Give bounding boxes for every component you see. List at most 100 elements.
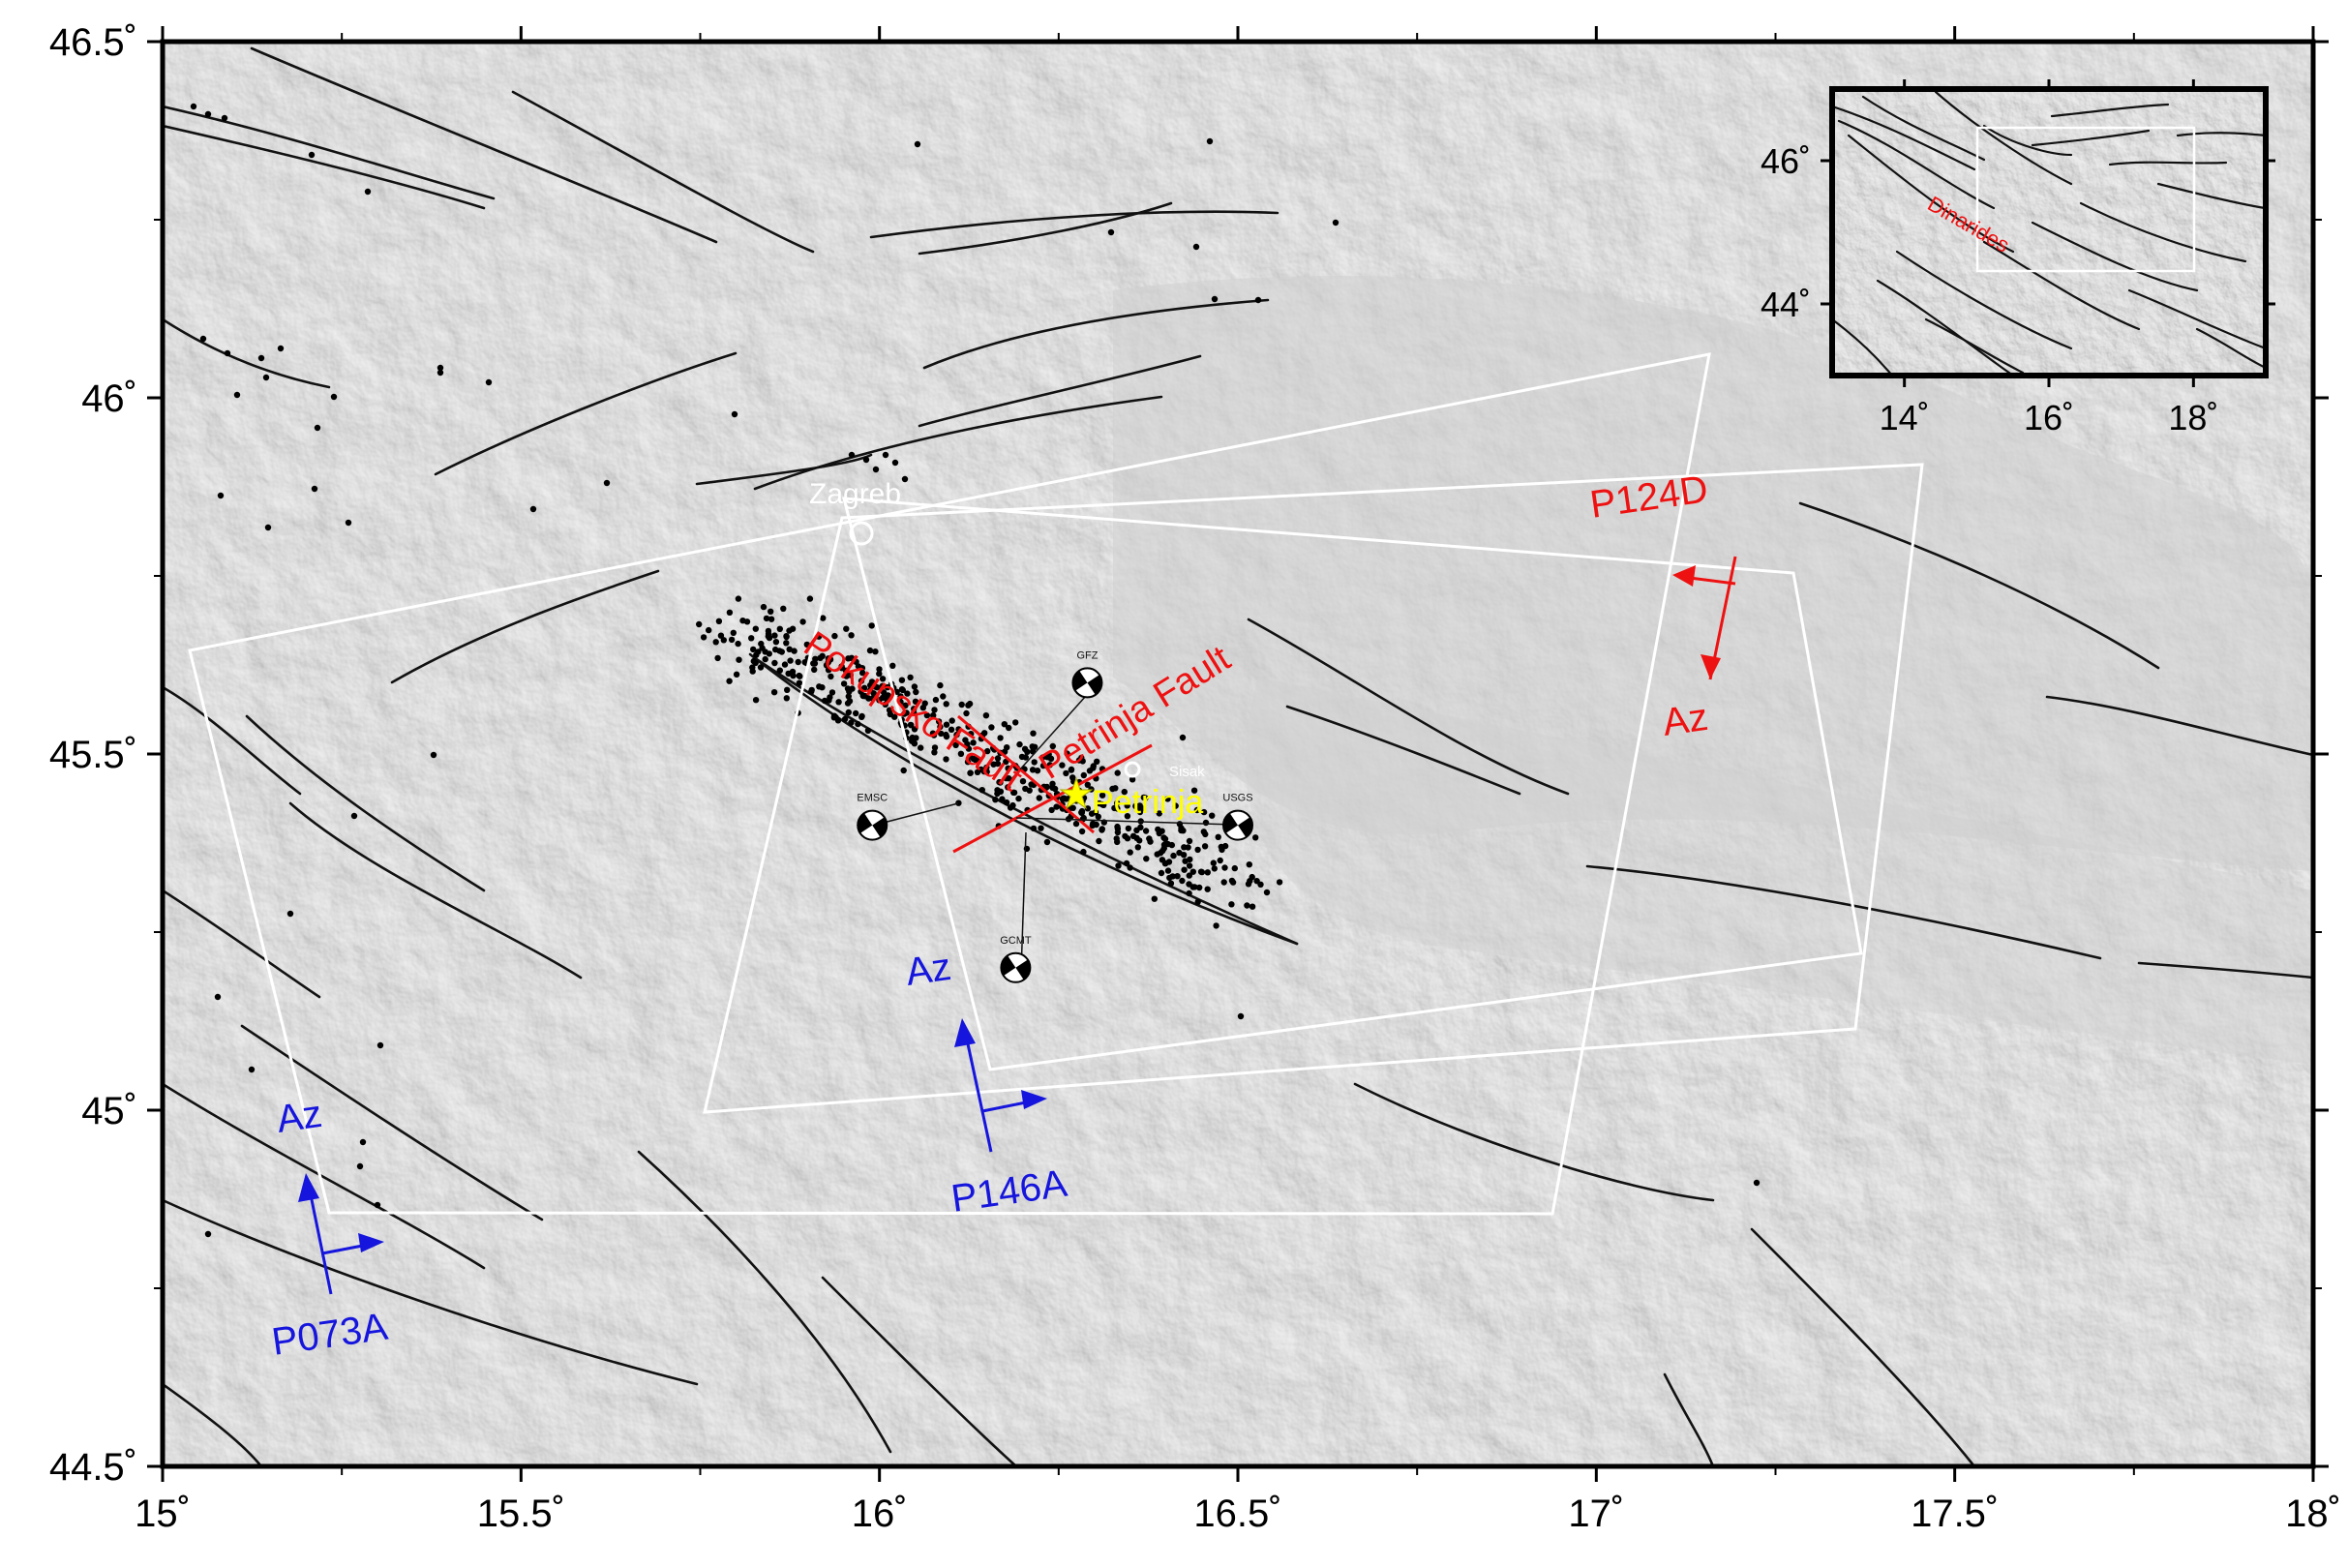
aftershock-point: [846, 698, 854, 705]
aftershock-point: [726, 609, 734, 616]
aftershock-point: [1181, 866, 1188, 873]
aftershock-point: [789, 625, 797, 632]
aftershock-point: [1186, 881, 1192, 888]
aftershock-point: [359, 1138, 367, 1146]
aftershock-point: [806, 595, 814, 602]
aftershock-point: [1254, 296, 1262, 304]
aftershock-point: [1127, 864, 1133, 871]
aftershock-point: [787, 657, 794, 664]
aftershock-point: [913, 688, 919, 696]
aftershock-point: [963, 709, 970, 717]
aftershock-point: [1127, 849, 1133, 856]
aftershock-point: [1170, 852, 1177, 859]
fault-line: [1663, 1372, 1715, 1466]
aftershock-point: [1099, 792, 1106, 799]
aftershock-point: [1161, 860, 1169, 867]
aftershock-point: [879, 682, 886, 689]
aftershock-point: [862, 456, 870, 464]
aftershock-point: [1156, 810, 1163, 817]
aftershock-point: [967, 769, 974, 776]
aftershock-point: [931, 749, 938, 756]
aftershock-point: [217, 492, 225, 499]
beachball-emsc-icon: EMSC: [857, 793, 888, 841]
aftershock-point: [867, 687, 874, 694]
aftershock-point: [771, 632, 778, 639]
aftershock-point: [345, 519, 352, 527]
aftershock-point: [1123, 859, 1130, 867]
aftershock-point: [957, 750, 965, 757]
aftershock-point: [919, 705, 926, 711]
aftershock-point: [752, 625, 759, 632]
aftershock-point: [1211, 295, 1219, 303]
aftershock-point: [859, 692, 866, 699]
aftershock-point: [1151, 895, 1159, 902]
aftershock-point: [783, 633, 790, 640]
fault-line: [434, 351, 738, 476]
aftershock-point: [988, 724, 995, 731]
aftershock-point: [715, 618, 723, 624]
aftershock-point: [900, 767, 907, 774]
aftershock-point: [830, 714, 837, 721]
aftershock-point: [1196, 884, 1203, 891]
fault-line: [250, 46, 718, 244]
aftershock-point: [997, 735, 1004, 741]
aftershock-point: [1124, 802, 1130, 809]
aftershock-point: [901, 475, 909, 483]
pokupsko-fault-line: [957, 714, 1095, 834]
aftershock-point: [776, 667, 783, 674]
aftershock-point: [1039, 762, 1047, 769]
aftershock-point: [1122, 832, 1129, 840]
aftershock-point: [897, 693, 904, 700]
aftershock-point: [1147, 838, 1154, 845]
aftershock-point: [1193, 806, 1201, 814]
fault-line: [511, 90, 815, 254]
aftershock-point: [1059, 796, 1067, 802]
aftershock-point: [430, 751, 437, 759]
aftershock-point: [733, 671, 740, 678]
aftershock-point: [1049, 784, 1056, 791]
fault-line: [240, 1024, 544, 1221]
fault-lines: [163, 46, 2313, 1466]
aftershock-point: [930, 732, 938, 739]
p146a-look-arrowhead-icon: [1021, 1090, 1047, 1109]
aftershock-point: [376, 1041, 384, 1049]
aftershock-point: [1114, 823, 1121, 830]
aftershock-point: [902, 702, 909, 709]
fault-line: [163, 124, 486, 210]
aftershock-point: [943, 701, 949, 708]
aftershock-point: [1176, 821, 1184, 828]
aftershock-point: [1039, 754, 1046, 761]
aftershock-point: [968, 731, 975, 738]
p124d-azimuth-arrowhead-icon: [1701, 654, 1721, 679]
fault-line: [2137, 961, 2313, 980]
aftershock-point: [736, 656, 742, 663]
aftershock-point: [1012, 719, 1019, 726]
beachball-usgs-icon: USGS: [1222, 793, 1253, 841]
aftershock-point: [783, 695, 790, 702]
aftershock-point: [1084, 805, 1092, 812]
aftershock-point: [1003, 774, 1009, 782]
fault-line: [163, 1082, 486, 1270]
aftershock-point: [1090, 820, 1097, 828]
track-p073a: [298, 1173, 384, 1295]
aftershock-point: [812, 655, 819, 662]
p124d-look-arrowhead-icon: [1672, 565, 1696, 587]
x-tick-label: 15.5˚: [477, 1493, 565, 1535]
frame-p073a: [188, 352, 1711, 1216]
aftershock-point: [981, 768, 988, 775]
x-tick-label: 17˚: [1568, 1493, 1624, 1535]
aftershock-point: [1182, 858, 1189, 864]
aftershock-point: [978, 787, 985, 794]
aftershock-point: [700, 634, 707, 641]
aftershock-point: [855, 663, 862, 670]
aftershock-point: [1217, 857, 1223, 864]
aftershock-point: [1204, 869, 1212, 876]
aftershock-point: [990, 761, 997, 768]
aftershock-point: [887, 710, 893, 718]
aftershock-point: [1246, 861, 1253, 868]
aftershock-point: [932, 696, 940, 704]
aftershock-point: [1031, 759, 1038, 766]
aftershock-point: [248, 1066, 256, 1073]
aftershock-point: [1036, 795, 1043, 801]
